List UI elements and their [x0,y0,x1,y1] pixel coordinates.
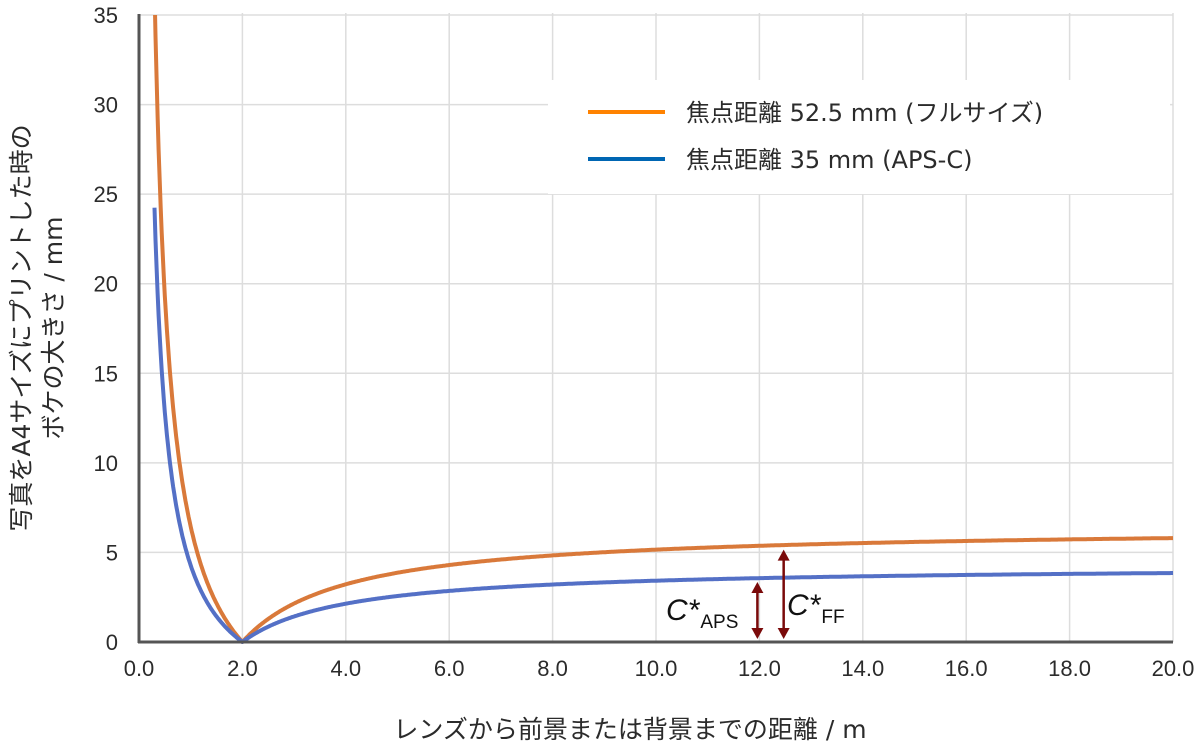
legend-label-ff: 焦点距離 52.5 mm (フルサイズ) [686,99,1043,127]
x-axis-title: レンズから前景または背景までの距離 / m [393,715,866,744]
y-tick-label: 25 [94,182,118,207]
x-tick-label: 12.0 [738,656,781,681]
x-tick-label: 6.0 [434,656,465,681]
legend-box [548,80,1170,194]
arrow-head [751,628,764,639]
y-axis-title-line1: 写真をA4サイズにプリントした時の [7,124,36,531]
legend: 焦点距離 52.5 mm (フルサイズ) 焦点距離 35 mm (APS-C) [588,99,1043,174]
y-tick-label: 5 [106,540,118,565]
series-line-1 [152,207,1173,644]
x-tick-label: 20.0 [1152,656,1195,681]
x-tick-label: 10.0 [635,656,678,681]
y-tick-label: 10 [94,451,118,476]
y-tick-label: 15 [94,361,118,386]
legend-label-aps: 焦点距離 35 mm (APS-C) [686,146,972,174]
annotation-label-aps: C*APS [666,594,738,633]
series-line-0 [153,15,1173,644]
x-tick-label: 4.0 [331,656,362,681]
y-tick-label: 30 [94,93,118,118]
annotations: C*APS C*FF [666,549,845,639]
x-tick-label: 2.0 [227,656,258,681]
x-tick-label: 16.0 [945,656,988,681]
x-tick-label: 14.0 [841,656,884,681]
x-tick-label: 0.0 [124,656,155,681]
x-tick-label: 8.0 [537,656,568,681]
series-lines [152,15,1173,644]
axes [137,14,1173,644]
y-axis-title-line2: ボケの大きさ / mm [39,216,68,439]
x-tick-label: 18.0 [1048,656,1091,681]
arrow-head [777,549,790,561]
y-tick-label: 20 [94,272,118,297]
y-axis-ticks: 0 5 10 15 20 25 30 35 [94,3,118,655]
y-tick-label: 35 [94,3,118,28]
y-tick-label: 0 [106,630,118,655]
legend-background [548,80,1170,194]
x-axis-ticks: 0.0 2.0 4.0 6.0 8.0 10.0 12.0 14.0 16.0 18.0 20.0 [124,656,1195,681]
arrow-head [751,582,764,594]
annotation-label-ff: C*FF [787,589,845,628]
arrow-head [777,628,790,639]
